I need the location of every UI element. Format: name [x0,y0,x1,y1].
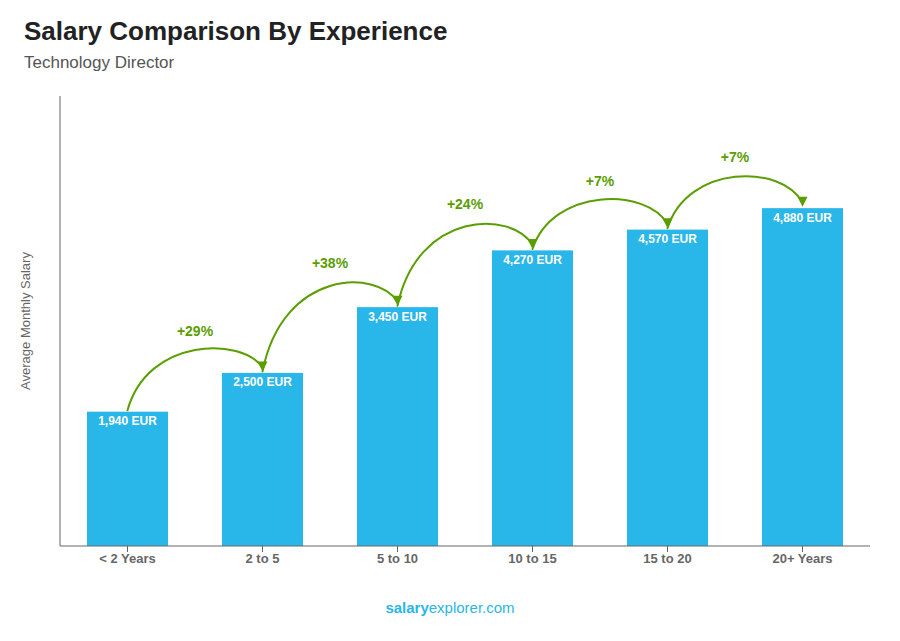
svg-text:+38%: +38% [312,255,349,271]
svg-text:3,450 EUR: 3,450 EUR [368,310,427,324]
svg-text:Average Monthly Salary: Average Monthly Salary [18,252,33,390]
svg-text:4,880 EUR: 4,880 EUR [773,211,832,225]
svg-text:+24%: +24% [447,196,484,212]
svg-text:5 to 10: 5 to 10 [377,551,418,566]
html-text:Salary Comparison By Experienc: Salary Comparison By Experience [24,16,448,46]
svg-text:10 to 15: 10 to 15 [508,551,556,566]
svg-text:4,570 EUR: 4,570 EUR [638,232,697,246]
svg-text:4,270 EUR: 4,270 EUR [503,253,562,267]
svg-text:15 to 20: 15 to 20 [643,551,691,566]
svg-text:2,500 EUR: 2,500 EUR [233,375,292,389]
html-text:salary explorer.com: salary explorer.com [385,599,515,616]
svg-text:+7%: +7% [586,173,615,189]
svg-text:< 2 Years: < 2 Years [99,551,156,566]
svg-text:1,940 EUR: 1,940 EUR [98,414,157,428]
svg-text:+29%: +29% [177,323,214,339]
svg-text:+7%: +7% [721,149,750,165]
svg-text:20+ Years: 20+ Years [772,551,832,566]
svg-text:2 to 5: 2 to 5 [246,551,280,566]
html-text:Technology Director: Technology Director [24,53,175,72]
